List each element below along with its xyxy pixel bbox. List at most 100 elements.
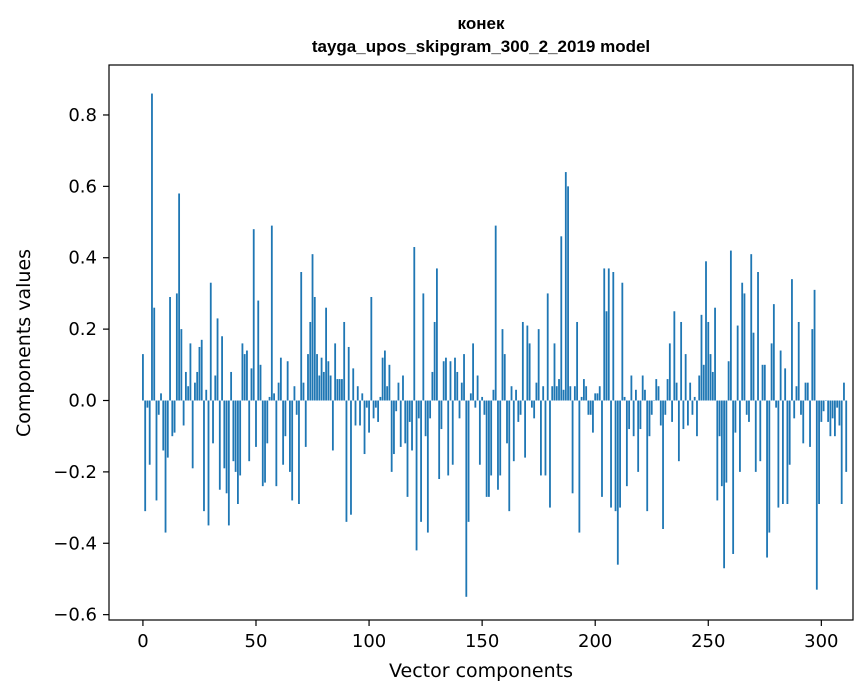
bar (786, 400, 789, 504)
bar (770, 343, 773, 401)
bar (621, 282, 624, 401)
bar (338, 379, 341, 401)
bar (372, 400, 375, 419)
bar (675, 382, 678, 401)
bar (571, 400, 574, 494)
bar (673, 311, 676, 401)
bar (171, 400, 174, 437)
bar (702, 364, 705, 401)
bar (845, 400, 848, 472)
bar (508, 400, 511, 512)
bar (777, 400, 780, 508)
bar (750, 254, 753, 401)
bar (612, 272, 615, 401)
bar (454, 357, 456, 401)
bar (325, 307, 327, 401)
bar (241, 343, 244, 401)
bar (684, 354, 687, 401)
bar (698, 375, 701, 401)
bar (160, 393, 162, 401)
bar (716, 400, 719, 501)
bar (546, 293, 549, 401)
bar (743, 293, 746, 401)
bar (802, 400, 805, 444)
bar (180, 329, 183, 401)
bar (279, 357, 282, 401)
bar (436, 268, 438, 401)
bar (298, 400, 300, 504)
bar (431, 371, 434, 401)
bar (460, 382, 463, 401)
bar (788, 400, 791, 465)
bar (827, 400, 830, 422)
bar (628, 400, 631, 430)
bar (259, 364, 262, 401)
bar (205, 389, 208, 401)
bar (820, 400, 823, 422)
bar (381, 357, 384, 401)
bar (318, 375, 321, 401)
bar (187, 386, 190, 401)
bar (840, 400, 843, 504)
bar (519, 400, 522, 415)
bar (594, 393, 597, 401)
bar (429, 400, 432, 419)
bar (834, 400, 836, 437)
bar (438, 400, 441, 480)
bar (585, 386, 588, 401)
bar (510, 386, 513, 401)
bar (772, 304, 775, 401)
bar (307, 354, 309, 401)
bar (458, 400, 461, 419)
bar (300, 272, 303, 401)
bar (227, 400, 230, 526)
bar (836, 400, 839, 408)
bar (451, 400, 454, 465)
bar (284, 400, 287, 437)
y-tick-label: 0.6 (68, 176, 97, 197)
bar (345, 400, 348, 522)
bar (408, 400, 411, 422)
bar (146, 400, 149, 408)
bar (664, 400, 667, 415)
bar (648, 400, 651, 437)
bar (397, 382, 400, 401)
bar (162, 400, 165, 451)
bar (334, 343, 337, 401)
bar (350, 400, 352, 515)
bar (485, 400, 488, 497)
bar (322, 371, 325, 401)
bar (291, 400, 294, 501)
bar (791, 279, 793, 401)
bar (734, 400, 737, 433)
bar (230, 371, 233, 401)
plot-frame (108, 64, 854, 621)
bar (456, 371, 459, 401)
bar (286, 361, 289, 401)
bar (601, 400, 603, 497)
bar (142, 354, 144, 401)
bar (784, 368, 787, 401)
bar (569, 386, 572, 401)
bar (671, 400, 673, 422)
bar (592, 400, 594, 433)
bar (682, 400, 685, 430)
bar (352, 368, 355, 401)
bar (635, 389, 637, 401)
bar (404, 400, 407, 444)
bar (223, 400, 226, 469)
bar (250, 368, 253, 401)
bar (540, 400, 542, 476)
bar (198, 346, 201, 401)
bar (341, 379, 343, 401)
bar (370, 296, 373, 401)
bar (422, 293, 425, 401)
bar (255, 400, 257, 447)
bar (822, 400, 825, 412)
bar (467, 400, 470, 522)
bar (797, 321, 800, 401)
bar (237, 400, 239, 504)
bar (153, 307, 156, 401)
bar (449, 361, 452, 401)
bar (173, 400, 176, 433)
